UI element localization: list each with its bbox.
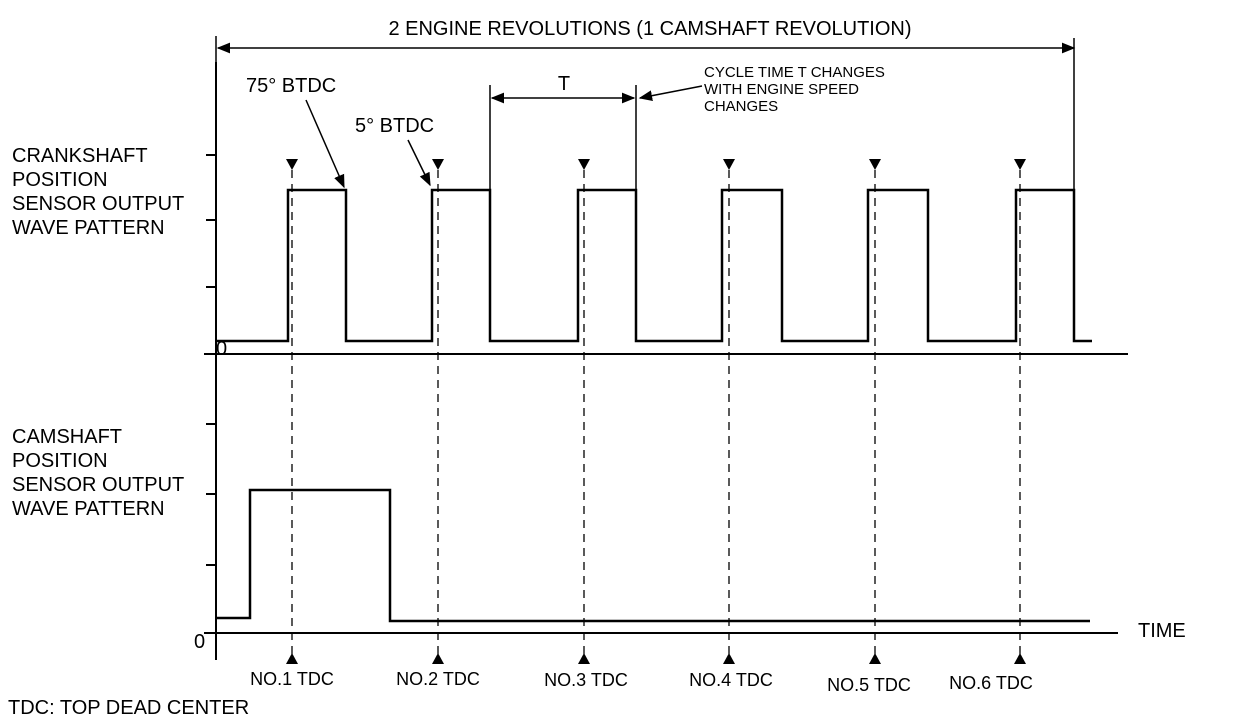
crankshaft-label: CRANKSHAFT POSITION SENSOR OUTPUT WAVE P…	[12, 145, 189, 239]
crankshaft-wave	[216, 188, 1092, 343]
cycle-note-leader	[638, 85, 703, 101]
cam-zero-label: 0	[194, 631, 205, 653]
crank-zero-label: 0	[216, 338, 227, 360]
btdc-75-label: 75° BTDC	[246, 75, 336, 97]
footnote: TDC: TOP DEAD CENTER	[8, 697, 249, 719]
tdc-dashed-lines	[291, 170, 1021, 655]
btdc-5-label: 5° BTDC	[355, 115, 434, 137]
tdc-label-3: NO.3 TDC	[544, 670, 628, 690]
crank-tdc-markers	[286, 159, 1026, 170]
tdc-label-4: NO.4 TDC	[689, 670, 773, 690]
time-axis-label: TIME	[1138, 620, 1186, 642]
diagram-title: 2 ENGINE REVOLUTIONS (1 CAMSHAFT REVOLUT…	[388, 18, 911, 40]
camshaft-wave	[216, 488, 1090, 623]
axis-ticks	[206, 154, 216, 566]
tdc-label-1: NO.1 TDC	[250, 669, 334, 689]
btdc-5-leader	[407, 139, 431, 187]
camshaft-label: CAMSHAFT POSITION SENSOR OUTPUT WAVE PAT…	[12, 426, 189, 520]
cam-tdc-markers	[286, 653, 1026, 664]
tdc-label-6: NO.6 TDC	[949, 673, 1033, 693]
cycle-t-label: T	[558, 73, 570, 95]
tdc-labels: NO.1 TDC NO.2 TDC NO.3 TDC NO.4 TDC NO.5…	[250, 669, 1033, 695]
tdc-label-2: NO.2 TDC	[396, 669, 480, 689]
btdc-75-leader	[305, 99, 345, 189]
tdc-label-5: NO.5 TDC	[827, 675, 911, 695]
cycle-time-note: CYCLE TIME T CHANGES WITH ENGINE SPEED C…	[704, 64, 889, 115]
